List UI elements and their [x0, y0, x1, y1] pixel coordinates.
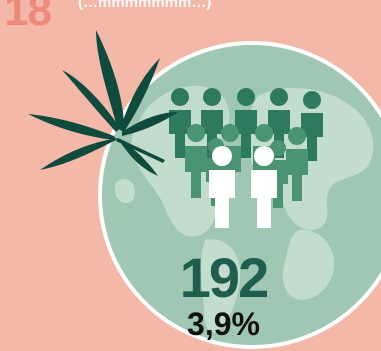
- person-icon: [235, 88, 257, 158]
- partial-heading: (…mmmmmmm…): [78, 0, 212, 11]
- people-group-back: [169, 88, 323, 161]
- person-icon: [286, 127, 308, 201]
- cannabis-leaf-icon: [28, 30, 178, 176]
- person-icon: [185, 124, 207, 198]
- section-number: 18: [4, 0, 52, 35]
- person-icon: [169, 88, 191, 158]
- people-group-highlight: [209, 146, 277, 228]
- person-icon: [201, 88, 223, 158]
- people-count: 192: [179, 246, 269, 309]
- person-icon: [209, 146, 235, 228]
- percentage: 3,9%: [187, 306, 260, 342]
- person-icon: [301, 91, 323, 161]
- person-icon: [251, 146, 277, 228]
- person-icon: [268, 88, 290, 158]
